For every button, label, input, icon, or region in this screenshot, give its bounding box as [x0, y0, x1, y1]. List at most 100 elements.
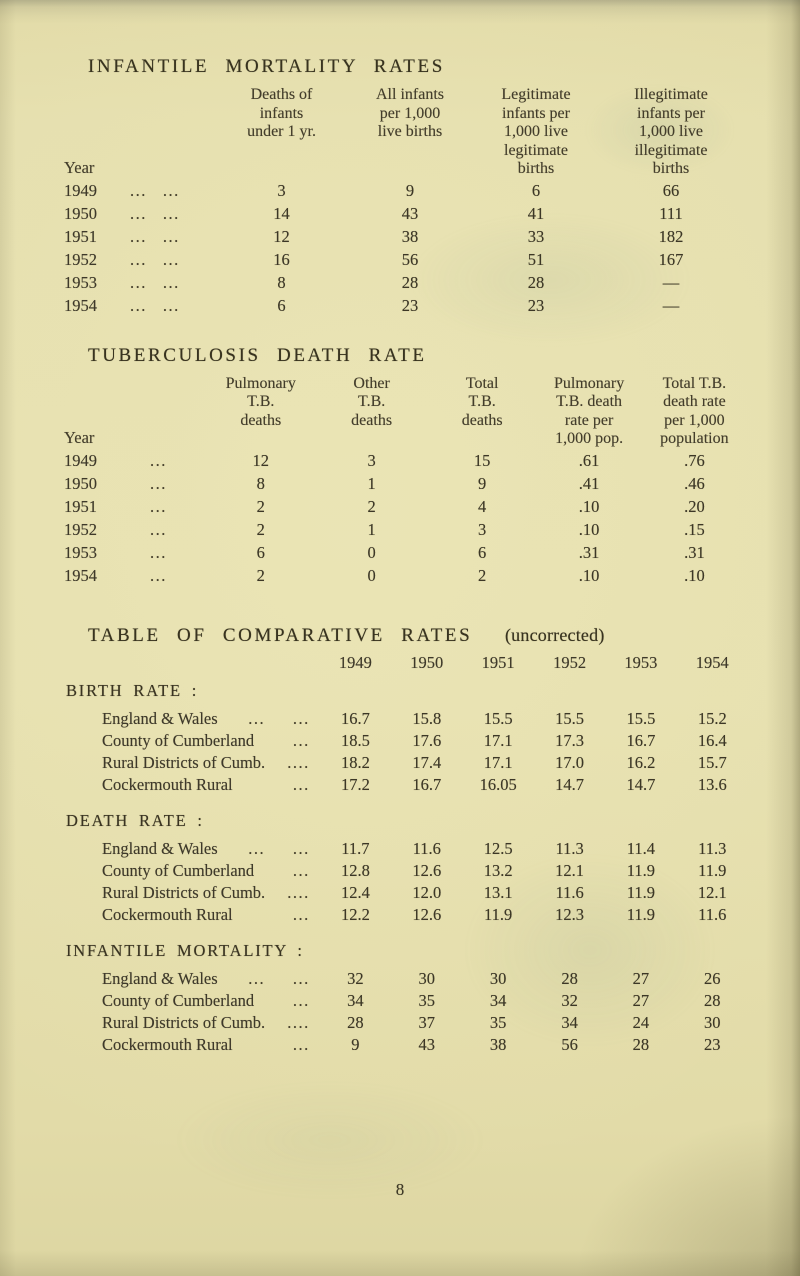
- total-rate-value: .20: [684, 496, 705, 516]
- rate-value: 28: [704, 990, 721, 1010]
- year-cell: 1954 ...: [64, 564, 205, 587]
- deaths-under-1yr-value: 6: [277, 295, 286, 315]
- total-rate-value: .15: [684, 519, 705, 539]
- rate-value: 9: [351, 1034, 360, 1054]
- tuberculosis-title: TUBERCULOSIS DEATH RATE: [88, 344, 427, 366]
- pulmonary-deaths-column-header: Pulmonary T.B. deaths: [225, 374, 296, 429]
- other-deaths-value: 1: [367, 519, 376, 539]
- leader-dots: ...: [150, 473, 167, 493]
- illegitimate-rate-value: —: [662, 272, 680, 292]
- all-infants-rate-value: 38: [401, 226, 419, 246]
- other-deaths-value: 0: [367, 542, 376, 562]
- total-deaths-value: 2: [478, 565, 487, 585]
- rate-value: 12.6: [412, 860, 442, 880]
- leader-dots: ...: [292, 904, 310, 924]
- rate-value: 12.4: [340, 882, 370, 902]
- rate-value: 56: [561, 1034, 578, 1054]
- leader-dots: ...: [292, 730, 310, 750]
- rate-value: 24: [632, 1012, 650, 1032]
- area-label: County of Cumberland: [102, 990, 255, 1010]
- comparative-table-row: Rural Districts of Cumb. .... 12.4 12.0 …: [64, 882, 748, 904]
- area-label: Rural Districts of Cumb.: [102, 752, 266, 772]
- rate-value: 30: [489, 968, 507, 988]
- infantile-table-row: 1953 ... ... 8 28 28 —: [64, 271, 741, 294]
- deaths-under-1yr-value: 12: [273, 226, 290, 246]
- total-deaths-value: 4: [478, 496, 487, 516]
- infantile-mortality-title: INFANTILE MORTALITY RATES: [88, 56, 445, 77]
- rate-value: 11.7: [341, 838, 370, 858]
- area-label: Cockermouth Rural: [102, 904, 233, 924]
- year-header: 1950: [410, 652, 444, 672]
- deaths-under-1yr-value: 3: [277, 180, 286, 200]
- rate-value: 11.9: [626, 882, 656, 902]
- area-label-cell: County of Cumberland ...: [64, 860, 320, 882]
- rate-value: 12.6: [412, 904, 442, 924]
- legitimate-rate-value: 6: [531, 180, 541, 200]
- rate-value: 16.4: [697, 730, 727, 750]
- year-cell: 1953 ...: [64, 541, 205, 564]
- leader-dots: ...: [162, 249, 180, 269]
- rate-value: 11.9: [484, 904, 513, 924]
- legitimate-rate-value: 33: [527, 226, 545, 246]
- rate-value: 12.2: [340, 904, 370, 924]
- comparative-rates-title: TABLE OF COMPARATIVE RATES (uncorrected): [88, 625, 748, 647]
- leader-dots: ...: [162, 180, 180, 200]
- rate-value: 11.6: [555, 882, 584, 902]
- legitimate-rate-value: 28: [527, 272, 545, 292]
- area-label: County of Cumberland: [102, 860, 255, 880]
- tuberculosis-table-row: 1951 ... 2 2 4 .10 .20: [64, 495, 748, 518]
- rate-value: 11.4: [626, 838, 656, 858]
- rate-value: 27: [632, 990, 650, 1010]
- area-label: England & Wales: [102, 838, 218, 858]
- total-deaths-value: 6: [478, 542, 487, 562]
- area-label: Rural Districts of Cumb.: [102, 1012, 266, 1032]
- year-cell: 1954 ... ...: [64, 294, 214, 317]
- infantile-table-row: 1952 ... ... 16 56 51 167: [64, 248, 741, 271]
- year-value: 1953: [64, 542, 97, 562]
- section-heading-row: DEATH RATE :: [64, 796, 748, 838]
- year-cell: 1952 ... ...: [64, 248, 214, 271]
- report-page: INFANTILE MORTALITY RATES Year Deaths of…: [64, 56, 748, 1056]
- rate-value: 28: [632, 1034, 650, 1054]
- rate-value: 35: [489, 1012, 507, 1032]
- leader-dots: ...: [162, 203, 180, 223]
- rate-value: 16.7: [340, 708, 370, 728]
- rate-value: 15.5: [483, 708, 513, 728]
- year-value: 1954: [64, 295, 97, 315]
- year-value: 1951: [64, 496, 97, 516]
- year-header: 1953: [624, 652, 658, 672]
- other-deaths-value: 0: [367, 565, 376, 585]
- legitimate-rate-value: 51: [527, 249, 545, 269]
- rate-value: 13.6: [697, 774, 727, 794]
- deaths-under-1yr-value: 16: [273, 249, 290, 269]
- year-cell: 1951 ...: [64, 495, 205, 518]
- rate-value: 38: [489, 1034, 507, 1054]
- rate-value: 32: [561, 990, 578, 1010]
- comparative-table-row: Cockermouth Rural ... 9 43 38 56 28 23: [64, 1034, 748, 1056]
- infantile-table-row: 1949 ... ... 3 9 6 66: [64, 179, 741, 202]
- year-value: 1950: [64, 473, 97, 493]
- leader-dots: ...: [130, 249, 147, 269]
- infantile-header-row: Year Deaths of infants under 1 yr. All i…: [64, 84, 741, 179]
- total-rate-value: .10: [684, 565, 705, 585]
- area-label: County of Cumberland: [102, 730, 255, 750]
- area-label-cell: Rural Districts of Cumb. ....: [64, 1012, 320, 1034]
- tuberculosis-table-row: 1952 ... 2 1 3 .10 .15: [64, 518, 748, 541]
- other-deaths-value: 2: [367, 496, 376, 516]
- death-rate-section-heading: DEATH RATE :: [66, 810, 204, 830]
- area-label-cell: Rural Districts of Cumb. ....: [64, 882, 320, 904]
- rate-value: 26: [704, 968, 721, 988]
- pulmonary-rate-value: .10: [578, 565, 600, 585]
- infantile-mortality-section-heading: INFANTILE MORTALITY :: [66, 940, 304, 960]
- pulmonary-deaths-value: 12: [252, 450, 270, 470]
- area-label: Cockermouth Rural: [102, 1034, 233, 1054]
- tuberculosis-table-row: 1949 ... 12 3 15 .61 .76: [64, 449, 748, 472]
- leader-dots: ....: [287, 752, 310, 772]
- rate-value: 34: [561, 1012, 578, 1032]
- leader-dots: ...: [150, 519, 167, 539]
- area-label-cell: Cockermouth Rural ...: [64, 774, 320, 796]
- total-deaths-value: 9: [478, 473, 487, 493]
- comparative-table-row: Rural Districts of Cumb. .... 18.2 17.4 …: [64, 752, 748, 774]
- year-value: 1953: [64, 272, 97, 292]
- infantile-table-row: 1951 ... ... 12 38 33 182: [64, 225, 741, 248]
